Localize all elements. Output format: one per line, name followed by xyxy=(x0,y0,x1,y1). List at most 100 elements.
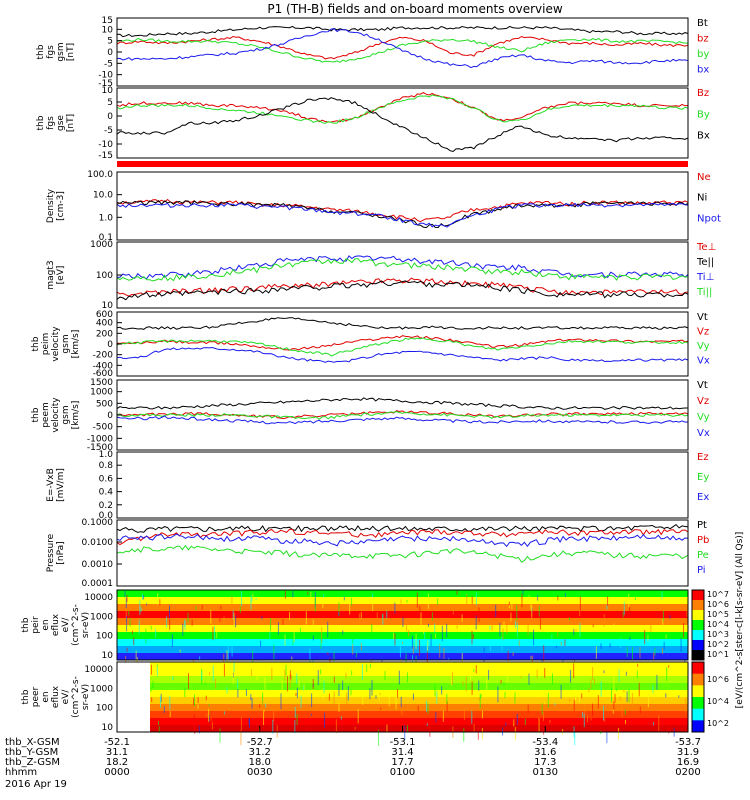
x-tick-hhmm: 0000 xyxy=(104,767,129,778)
spectrogram-texture xyxy=(354,726,356,730)
spectrogram-texture xyxy=(211,721,213,730)
spectrogram-texture xyxy=(169,618,171,630)
spectrogram-texture xyxy=(564,592,566,597)
spectrogram-texture xyxy=(284,590,286,599)
colorbar-segment xyxy=(692,620,704,631)
spectrogram-texture xyxy=(491,623,493,631)
spectrogram-texture xyxy=(647,634,649,642)
spectrogram-texture xyxy=(606,731,608,744)
spectrogram-texture xyxy=(429,721,431,737)
y-axis-label-line: Pressure xyxy=(46,533,56,572)
spectrogram-texture xyxy=(528,673,530,685)
spectrogram-texture xyxy=(592,667,594,681)
spectrogram-texture xyxy=(259,704,261,708)
spectrogram-texture xyxy=(505,722,507,727)
spectrogram-texture xyxy=(407,725,409,733)
y-axis-label-line: [nT] xyxy=(66,114,76,132)
spectrogram-texture xyxy=(575,689,577,702)
colorbar-segment xyxy=(692,610,704,621)
spectrogram-texture xyxy=(205,695,207,701)
spectrogram-texture xyxy=(125,656,127,666)
spectrogram-texture xyxy=(380,707,382,710)
spectrogram-texture xyxy=(652,685,654,693)
spectrogram-texture xyxy=(322,603,324,608)
y-tick-label: 10000 xyxy=(84,665,113,675)
spectrogram-texture xyxy=(310,591,312,602)
spectrogram-band xyxy=(117,646,688,654)
legend-label: bz xyxy=(697,34,709,45)
spectrogram-texture xyxy=(446,623,448,638)
spectrogram-texture xyxy=(145,628,147,644)
spectrogram-texture xyxy=(479,694,481,709)
spectrogram-texture xyxy=(139,600,141,615)
spectrogram-texture xyxy=(310,713,312,716)
spectrogram-texture xyxy=(547,692,549,708)
spectrogram-texture xyxy=(624,709,626,715)
spectrogram-texture xyxy=(637,663,639,667)
series-line-bx xyxy=(116,28,689,69)
spectrogram-texture xyxy=(619,696,621,701)
legend-label: Te|| xyxy=(696,257,714,268)
spectrogram-texture xyxy=(471,710,473,724)
colorbar-segment xyxy=(692,697,704,710)
spectrogram-texture xyxy=(477,726,479,740)
y-tick-label: 5 xyxy=(107,98,113,108)
y-tick-label: 0.8 xyxy=(99,461,114,471)
y-tick-label: -5 xyxy=(104,59,113,69)
spectrogram-texture xyxy=(369,688,371,700)
spectrogram-texture xyxy=(172,675,174,680)
spectrogram-texture xyxy=(361,664,363,680)
panel-frame xyxy=(116,379,689,451)
legend-label: Ex xyxy=(697,492,709,503)
spectrogram-texture xyxy=(406,621,408,632)
spectrogram-texture xyxy=(239,606,241,614)
spectrogram-texture xyxy=(223,616,225,626)
legend-label: By xyxy=(697,109,710,120)
spectrogram-texture xyxy=(250,694,252,701)
spectrogram-texture xyxy=(524,718,526,725)
spectrogram-texture xyxy=(251,597,253,602)
spectrogram-texture xyxy=(495,604,497,618)
spectrogram-texture xyxy=(533,629,535,646)
spectrogram-texture xyxy=(289,674,291,689)
y-axis-label: thb peim velocity gsm [km/s] xyxy=(31,326,81,362)
spectrogram-texture xyxy=(592,624,594,628)
spectrogram-texture xyxy=(663,641,665,650)
y-axis-label-line: velocity xyxy=(51,326,61,362)
spectrogram-texture xyxy=(426,645,428,653)
spectrogram-band xyxy=(150,718,688,726)
spectrogram-texture xyxy=(193,714,195,729)
spectrogram-band xyxy=(117,632,688,640)
spectrogram-texture xyxy=(206,713,208,717)
spectrogram-texture xyxy=(662,618,664,626)
legend-label: Ti|| xyxy=(696,287,712,298)
spectrogram-texture xyxy=(260,640,262,647)
spectrogram-texture xyxy=(506,624,508,635)
spectrogram-texture xyxy=(489,640,491,651)
spectrogram-texture xyxy=(488,669,490,680)
spectrogram-texture xyxy=(289,670,291,680)
spectrogram-texture xyxy=(603,670,605,674)
spectrogram-texture xyxy=(412,693,414,700)
spectrogram-texture xyxy=(215,678,217,689)
y-tick-label: 1000 xyxy=(90,240,113,250)
series-line-Te|| xyxy=(116,280,689,301)
spectrogram-texture xyxy=(639,647,641,659)
legend-label: Vt xyxy=(697,380,708,391)
colorbar-segment xyxy=(692,650,704,661)
spectrogram-texture xyxy=(451,672,453,686)
spectrogram-texture xyxy=(347,686,349,701)
legend-label: Pb xyxy=(697,535,709,546)
spectrogram-texture xyxy=(420,612,422,627)
x-tick-zgsm: 18.0 xyxy=(249,757,271,768)
spectrogram-texture xyxy=(388,696,390,707)
y-axis-label-line: peer xyxy=(31,686,41,707)
spectrogram-texture xyxy=(614,693,616,703)
spectrogram-texture xyxy=(346,692,348,705)
spectrogram-texture xyxy=(479,697,481,701)
panel-frame xyxy=(116,451,689,519)
spectrogram-texture xyxy=(413,642,415,646)
spectrogram-texture xyxy=(212,626,214,641)
colorbar-segment xyxy=(692,590,704,601)
spectrogram-texture xyxy=(628,689,630,703)
